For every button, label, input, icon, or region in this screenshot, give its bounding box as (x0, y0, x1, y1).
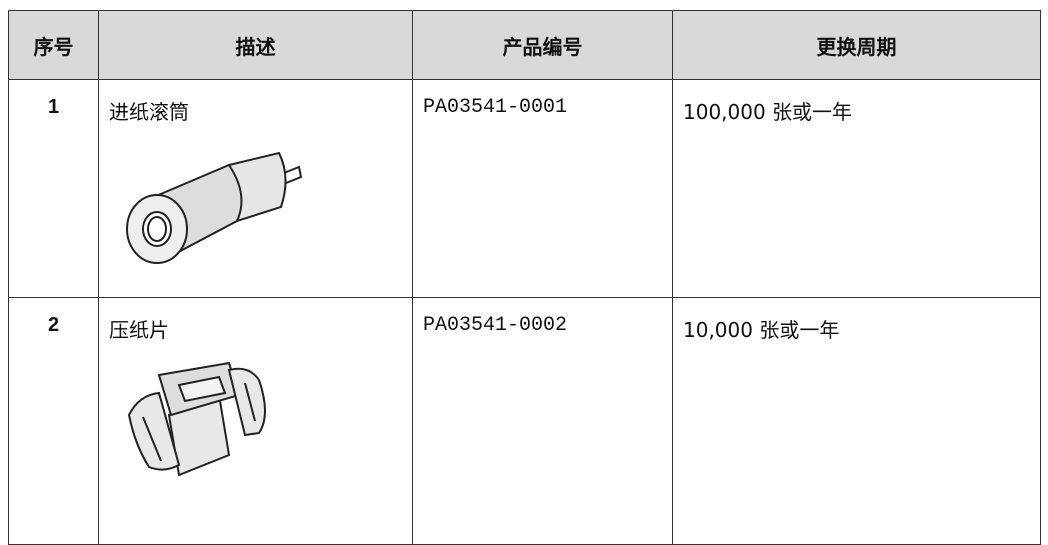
page: 序号 描述 产品编号 更换周期 1 进纸滚筒 PA03541-0001 100,… (8, 10, 1041, 545)
cell-text: 1 (47, 96, 60, 118)
column-header: 产品编号 (412, 10, 673, 80)
header-row: 序号 描述 产品编号 更换周期 (8, 10, 1041, 80)
column-header: 序号 (8, 10, 99, 80)
row-number: 1 (8, 79, 99, 298)
table-row: 2 压纸片 PA03541-0002 10,000 张或一年 (8, 297, 1041, 545)
pad-illustration (127, 361, 266, 477)
cell-text: 压纸片 (109, 318, 169, 342)
parts-table: 序号 描述 产品编号 更换周期 1 进纸滚筒 PA03541-0001 100,… (8, 10, 1041, 545)
cell-text: 进纸滚筒 (109, 100, 189, 124)
description-cell: 进纸滚筒 (98, 79, 413, 298)
roller-illustration (126, 151, 303, 264)
cell-text: 2 (47, 314, 60, 336)
replacement-cycle: 100,000 张或一年 (672, 79, 1041, 298)
table-row: 1 进纸滚筒 PA03541-0001 100,000 张或一年 (8, 79, 1041, 298)
replacement-cycle: 10,000 张或一年 (672, 297, 1041, 545)
column-header: 更换周期 (672, 10, 1041, 80)
row-number: 2 (8, 297, 99, 545)
column-header: 描述 (98, 10, 413, 80)
cell-text: PA03541-0002 (423, 314, 568, 337)
cell-text: 100,000 张或一年 (683, 100, 853, 124)
part-number: PA03541-0002 (412, 297, 673, 545)
cell-text: PA03541-0001 (423, 96, 568, 119)
part-number: PA03541-0001 (412, 79, 673, 298)
cell-text: 10,000 张或一年 (683, 318, 840, 342)
description-cell: 压纸片 (98, 297, 413, 545)
